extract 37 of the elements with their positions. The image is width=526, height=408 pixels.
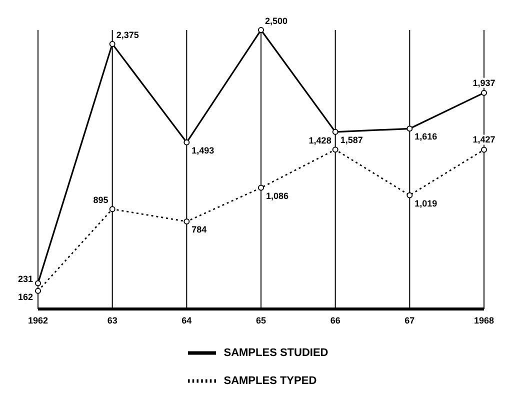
point: [406, 192, 413, 198]
data-label: 1,019: [414, 198, 438, 208]
legend-label: SAMPLES TYPED: [224, 374, 317, 387]
data-label: 2,375: [116, 30, 139, 40]
x-tick-label: 65: [256, 315, 266, 326]
x-tick-label: 1968: [474, 315, 494, 326]
x-tick-label: 1962: [28, 315, 48, 326]
point: [35, 280, 41, 286]
data-label: 1,427: [472, 134, 496, 145]
point: [109, 206, 116, 212]
point: [481, 90, 487, 96]
point: [332, 128, 338, 135]
point: [406, 126, 413, 132]
data-label: 1,587: [340, 134, 363, 145]
data-label: 162: [18, 292, 33, 302]
data-label: 1,937: [472, 78, 496, 88]
point: [258, 27, 264, 33]
point: [332, 146, 338, 153]
point: [481, 146, 487, 153]
point: [109, 40, 116, 47]
data-label: 1,428: [308, 136, 332, 146]
data-label: 1,086: [266, 190, 289, 201]
point: [35, 288, 41, 294]
data-label: 1,493: [192, 145, 214, 156]
x-tick-label: 66: [330, 315, 340, 326]
data-label: 895: [93, 195, 108, 206]
x-tick-label: 64: [182, 315, 192, 326]
x-tick-label: 63: [107, 315, 118, 326]
data-label: 784: [192, 224, 207, 235]
data-label: 2,500: [265, 16, 288, 26]
x-tick-label: 67: [404, 315, 415, 326]
point: [184, 139, 190, 146]
data-label: 1,616: [414, 132, 438, 142]
data-label: 231: [18, 274, 33, 284]
point: [184, 218, 190, 225]
point: [258, 184, 264, 191]
legend-label: SAMPLES STUDIED: [224, 346, 328, 359]
